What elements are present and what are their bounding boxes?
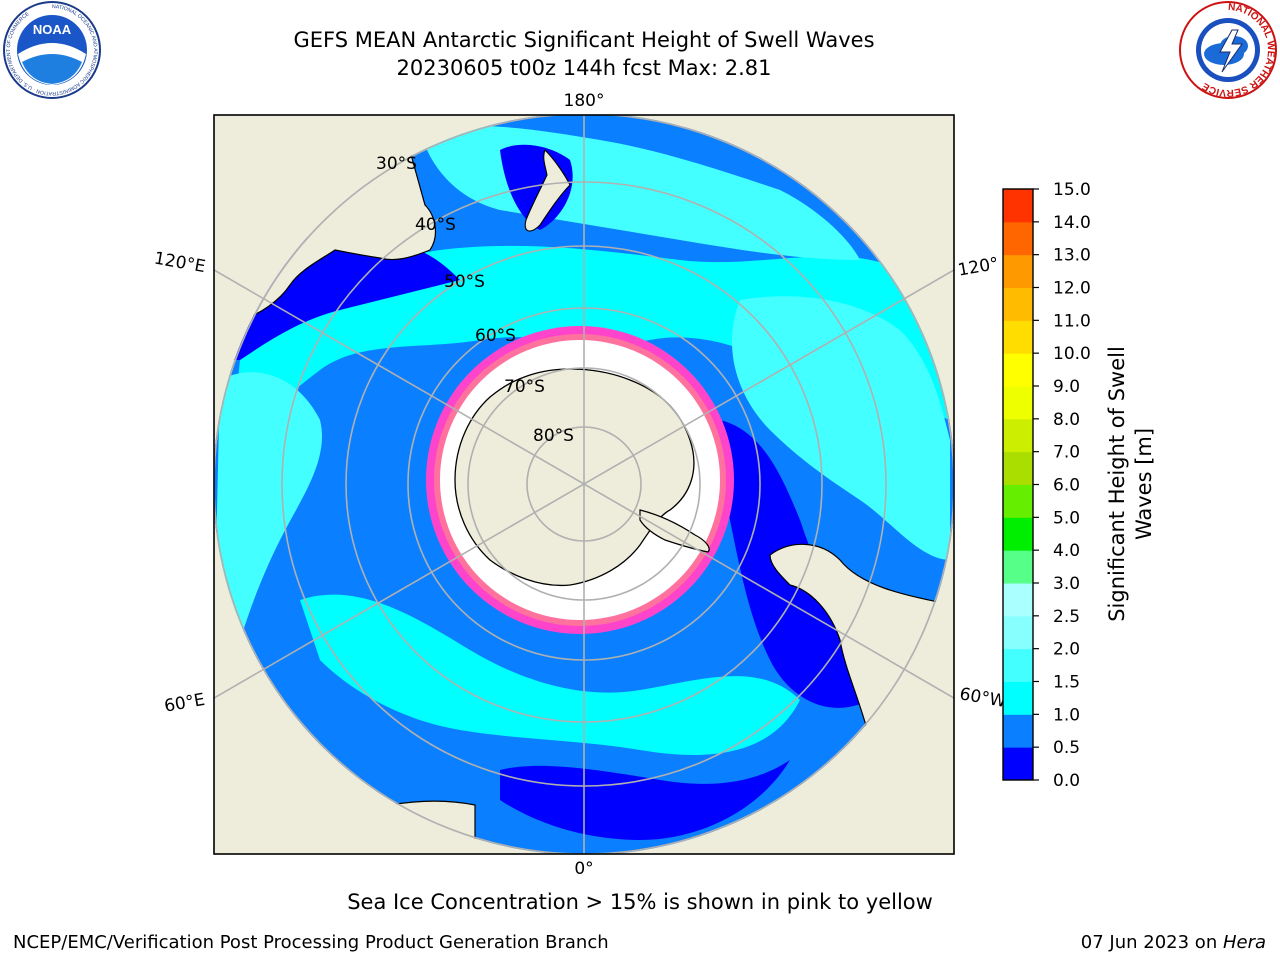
colorbar-tick-label: 15.0 [1053, 180, 1091, 200]
colorbar-swatch [1003, 353, 1033, 387]
colorbar-swatch [1003, 615, 1033, 650]
colorbar-swatch [1003, 583, 1033, 617]
colorbar-label-line2: Waves [m] [1132, 428, 1156, 540]
colorbar-swatch [1003, 681, 1033, 715]
colorbar-tick-label: 11.0 [1053, 311, 1091, 331]
colorbar-swatch [1003, 221, 1033, 256]
colorbar-swatch [1003, 747, 1033, 781]
colorbar-swatch [1003, 418, 1033, 453]
colorbar-tick-label: 7.0 [1053, 443, 1080, 463]
colorbar-tick-label: 5.0 [1053, 508, 1080, 528]
colorbar-tick-label: 0.0 [1053, 771, 1080, 791]
noaa-logo: NOAA NATIONAL OCEANIC AND ATMOSPHERIC AD… [3, 1, 101, 99]
lat-label-50s: 50°S [444, 272, 485, 292]
swell-band-south [300, 594, 800, 755]
colorbar-tick-label: 6.0 [1053, 476, 1080, 496]
date-stamp: 07 Jun 2023 on Hera [1081, 932, 1266, 953]
colorbar-swatch [1003, 254, 1033, 288]
colorbar-tick-label: 4.0 [1053, 541, 1080, 561]
map-subtitle: 20230605 t00z 144h fcst Max: 2.81 [396, 56, 772, 80]
colorbar: 0.0 0.5 1.0 1.5 2.0 2.5 3.0 4.0 5.0 6.0 7.0 8.0 9.0 1… [1002, 180, 1156, 791]
lat-label-60s: 60°S [475, 326, 516, 346]
lon-label-bottom: 0° [574, 859, 593, 879]
colorbar-tick-label: 12.0 [1053, 279, 1091, 299]
noaa-logo-text: NOAA [33, 22, 72, 37]
colorbar-label-line1: Significant Height of Swell [1105, 346, 1129, 622]
colorbar-tick-label: 2.5 [1053, 607, 1080, 627]
swell-calm-south-atlantic [500, 760, 790, 840]
graticule [214, 115, 954, 854]
colorbar-swatch [1003, 714, 1033, 748]
map-title: GEFS MEAN Antarctic Significant Height o… [293, 28, 875, 52]
lon-label-upper-right: 120° [956, 254, 1000, 281]
nws-logo: NATIONAL WEATHER SERVICE [1179, 1, 1277, 99]
date-text: 07 Jun 2023 on [1080, 932, 1223, 953]
swell-band-east [731, 296, 950, 560]
colorbar-ticks: 0.0 0.5 1.0 1.5 2.0 2.5 3.0 4.0 5.0 6.0 7.0 8.0 9.0 1… [1033, 180, 1091, 791]
colorbar-tick-label: 8.0 [1053, 410, 1080, 430]
colorbar-swatch [1003, 386, 1033, 420]
lon-label-lower-right: 60°W [958, 684, 1008, 712]
colorbar-tick-label: 1.0 [1053, 705, 1080, 725]
lat-label-40s: 40°S [415, 215, 456, 235]
colorbar-tick-label: 1.5 [1053, 673, 1080, 693]
colorbar-tick-label: 3.0 [1053, 574, 1080, 594]
colorbar-tick-label: 10.0 [1053, 344, 1091, 364]
colorbar-swatch [1003, 648, 1033, 682]
lat-label-80s: 80°S [533, 426, 574, 446]
colorbar-swatch [1003, 451, 1033, 485]
colorbar-tick-label: 9.0 [1053, 377, 1080, 397]
colorbar-swatch [1003, 287, 1033, 321]
colorbar-tick-label: 2.0 [1053, 640, 1080, 660]
colorbar-swatch [1003, 189, 1033, 223]
map-frame [213, 114, 955, 855]
host-name: Hera [1222, 932, 1266, 953]
colorbar-swatch [1003, 550, 1033, 584]
swell-band-west [214, 372, 322, 640]
antarctic-peninsula [639, 509, 710, 553]
credit-line: NCEP/EMC/Verification Post Processing Pr… [13, 932, 609, 953]
colorbar-swatch [1003, 517, 1033, 551]
lon-label-upper-left: 120°E [153, 249, 207, 278]
sea-ice-caption: Sea Ice Concentration > 15% is shown in … [347, 890, 933, 914]
colorbar-swatches [1003, 189, 1033, 781]
lon-label-lower-left: 60°E [163, 690, 207, 717]
colorbar-swatch [1003, 484, 1033, 518]
colorbar-tick-label: 14.0 [1053, 213, 1091, 233]
lat-label-30s: 30°S [376, 154, 417, 174]
lat-label-70s: 70°S [504, 377, 545, 397]
colorbar-swatch [1003, 320, 1033, 354]
meridian-60e-120w [214, 269, 954, 699]
colorbar-tick-label: 0.5 [1053, 738, 1080, 758]
lon-label-top: 180° [564, 91, 605, 111]
colorbar-tick-label: 13.0 [1053, 246, 1091, 266]
